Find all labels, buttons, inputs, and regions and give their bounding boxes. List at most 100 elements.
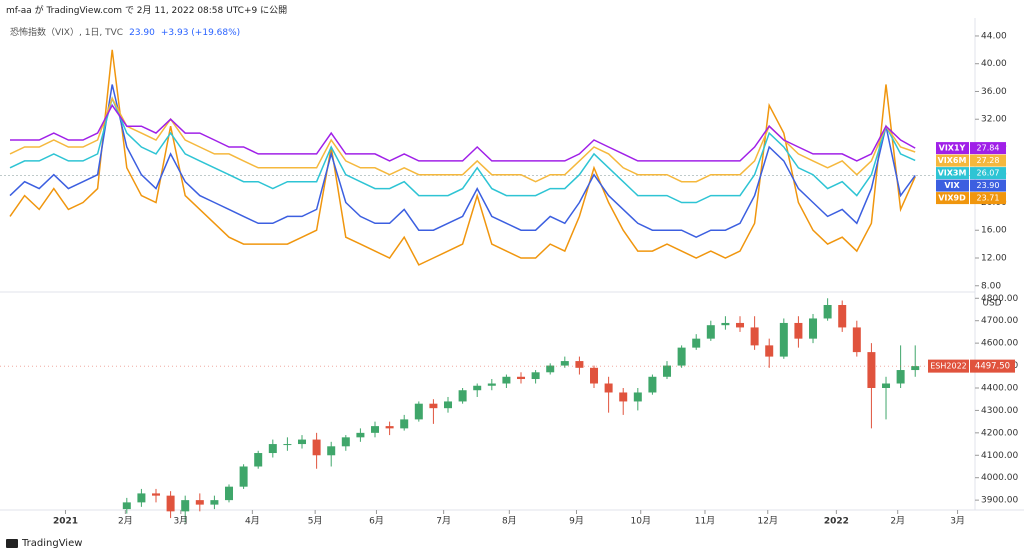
- series-name: VIX3M: [938, 169, 967, 178]
- y-tick-label: 4800.00: [981, 294, 1018, 304]
- value-label: 27.84: [977, 144, 1000, 153]
- candle-body: [779, 322, 788, 357]
- y-tick-label: 36.00: [981, 87, 1007, 97]
- x-tick-label: 2021: [53, 517, 78, 527]
- candle-body: [911, 366, 920, 371]
- candle-body: [852, 327, 861, 353]
- value-tag: [970, 179, 1006, 192]
- symbol-name: ESH2022: [930, 362, 967, 371]
- x-tick-label: 8月: [502, 516, 517, 527]
- candle-body: [327, 446, 336, 456]
- candle-body: [619, 392, 628, 402]
- symbol-tag: [928, 359, 969, 373]
- candle-body: [152, 493, 161, 496]
- candle-body: [487, 383, 496, 386]
- candle-body: [254, 453, 263, 467]
- candle-body: [137, 493, 146, 503]
- value-tag: [970, 167, 1006, 180]
- candle-body: [560, 361, 569, 366]
- value-label: 27.28: [977, 156, 1000, 165]
- candle-body: [268, 444, 277, 454]
- candle-body: [312, 439, 321, 456]
- price-label: 4497.50: [975, 362, 1010, 372]
- candle-body: [210, 500, 219, 505]
- last-value: 23.90: [129, 28, 155, 38]
- candle-body: [794, 322, 803, 339]
- candle-body: [195, 500, 204, 505]
- y-tick-label: 3900.00: [981, 496, 1018, 506]
- y-unit: USD: [982, 299, 1001, 309]
- x-tick-label: 2月: [118, 516, 133, 527]
- publish-header: mf-aa が TradingView.com で 2月 11, 2022 08…: [6, 6, 288, 16]
- x-tick-label: 4月: [245, 516, 260, 527]
- y-tick-label: 8.00: [981, 281, 1001, 291]
- y-tick-label: 32.00: [981, 115, 1007, 125]
- candle-body: [677, 347, 686, 366]
- series-name: VIX: [944, 181, 960, 190]
- candle-body: [298, 439, 307, 445]
- y-tick-label: 4100.00: [981, 451, 1018, 461]
- legend: 恐怖指数（VIX）, 1日, TVC 23.90 +3.93 (+19.68%): [10, 25, 240, 38]
- candle-body: [633, 392, 642, 402]
- value-tag: [970, 192, 1006, 205]
- logo: [6, 539, 18, 548]
- series-name-tag: [936, 192, 969, 205]
- candle-body: [458, 390, 467, 402]
- candle-body: [823, 305, 832, 319]
- candle-body: [371, 426, 380, 433]
- x-tick-label: 6月: [369, 516, 384, 527]
- x-tick-label: 10月: [631, 516, 651, 527]
- series-name: VIX9D: [938, 194, 966, 203]
- candle-body: [721, 322, 730, 326]
- candle-body: [283, 444, 292, 446]
- candle-body: [809, 318, 818, 339]
- candle-body: [166, 495, 175, 512]
- candle-body: [867, 352, 876, 388]
- x-tick-label: 3月: [950, 516, 965, 527]
- series-name-tag: [936, 154, 969, 167]
- candle-body: [517, 376, 526, 380]
- x-tick-label: 2022: [824, 517, 849, 527]
- candle-body: [414, 403, 423, 420]
- y-tick-label: 16.00: [981, 226, 1007, 236]
- series-name: VIX1Y: [939, 144, 966, 153]
- candle-body: [502, 376, 511, 384]
- value-label: 23.71: [977, 194, 1000, 203]
- value-tag: [970, 142, 1006, 155]
- candle-body: [444, 401, 453, 409]
- value-label: 26.07: [977, 169, 1000, 178]
- candle-body: [181, 500, 190, 512]
- candle-body: [838, 305, 847, 328]
- candle-body: [575, 361, 584, 368]
- x-tick-label: 7月: [436, 516, 451, 527]
- value-label: 23.90: [977, 181, 1000, 190]
- candle-body: [429, 403, 438, 409]
- y-tick-label: 4300.00: [981, 406, 1018, 416]
- candle-body: [882, 383, 891, 388]
- series-line: [10, 103, 916, 162]
- candle-body: [400, 419, 409, 429]
- y-tick-label: 44.00: [981, 31, 1007, 41]
- series-name: VIX6M: [938, 156, 967, 165]
- y-tick-label: 4700.00: [981, 316, 1018, 326]
- change: +3.93 (+19.68%): [160, 28, 241, 38]
- series-name-tag: [936, 142, 969, 155]
- candle-body: [765, 345, 774, 357]
- value-tag: [970, 154, 1006, 167]
- candle-body: [341, 437, 350, 447]
- y-tick-label: 4400.00: [981, 383, 1018, 393]
- footer: TradingView: [22, 538, 83, 549]
- y-tick-label: 40.00: [981, 59, 1007, 69]
- x-tick-label: 3月: [173, 516, 188, 527]
- series-line: [9, 96, 916, 183]
- candle-body: [648, 376, 657, 393]
- candle-body: [590, 367, 599, 384]
- candle-body: [692, 338, 701, 348]
- candle-body: [385, 426, 394, 429]
- y-tick-label: 4000.00: [981, 473, 1018, 483]
- y-tick-label: 12.00: [981, 254, 1007, 264]
- chart-title: 恐怖指数（VIX）, 1日, TVC: [10, 28, 124, 38]
- x-tick-label: 9月: [569, 516, 584, 527]
- candle-body: [531, 372, 540, 380]
